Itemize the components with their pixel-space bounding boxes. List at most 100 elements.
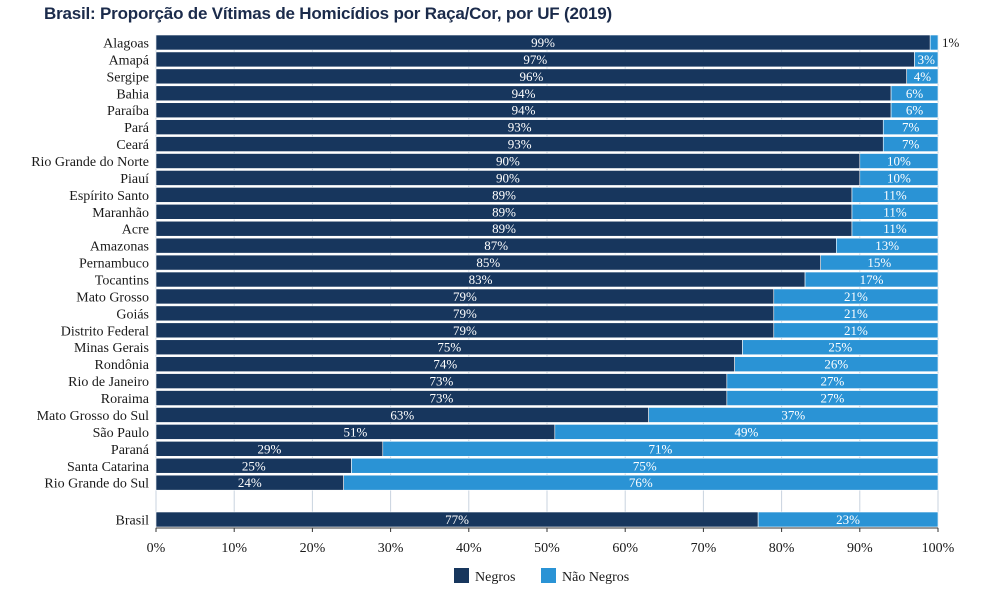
category-label: Paraíba — [107, 104, 150, 119]
category-label: Goiás — [116, 307, 149, 322]
bar-nao-negros — [734, 356, 939, 372]
bar-nao-negros — [382, 441, 939, 457]
data-label-nao-negros: 7% — [902, 120, 920, 135]
data-label-nao-negros: 13% — [875, 238, 899, 253]
legend-swatch-negros — [454, 568, 469, 583]
x-tick-label: 60% — [612, 541, 638, 556]
data-label-negros: 77% — [445, 512, 469, 527]
x-tick-label: 80% — [769, 541, 795, 556]
category-label: Amapá — [109, 53, 150, 68]
category-label: Sergipe — [106, 70, 149, 85]
data-label-negros: 97% — [523, 52, 547, 67]
data-label-nao-negros: 27% — [821, 391, 845, 406]
category-label: Maranhão — [92, 206, 149, 221]
category-label: Mato Grosso do Sul — [37, 409, 150, 424]
data-label-nao-negros: 17% — [860, 272, 884, 287]
data-label-nao-negros: 37% — [781, 407, 805, 422]
data-label-negros: 79% — [453, 306, 477, 321]
x-tick-label: 50% — [534, 541, 560, 556]
x-tick-label: 70% — [691, 541, 717, 556]
bar-nao-negros — [906, 68, 939, 85]
bar-nao-negros — [554, 424, 939, 440]
bar-nao-negros — [804, 271, 939, 288]
bar-nao-negros — [836, 237, 939, 254]
bar-nao-negros — [851, 204, 939, 220]
data-label-negros: 83% — [469, 272, 493, 287]
data-label-nao-negros: 26% — [824, 357, 848, 372]
bar-nao-negros — [914, 51, 939, 68]
legend-label-negros: Negros — [475, 570, 515, 585]
category-label: Ceará — [116, 138, 149, 153]
bar-nao-negros — [929, 34, 939, 51]
data-label-negros: 87% — [484, 238, 508, 253]
data-label-nao-negros: 75% — [633, 458, 657, 473]
x-tick-label: 40% — [456, 541, 482, 556]
data-label-negros: 90% — [496, 154, 520, 169]
category-label: Piauí — [120, 172, 149, 187]
data-label-negros: 93% — [508, 137, 532, 152]
bar-nao-negros — [890, 85, 939, 102]
data-label-nao-negros: 11% — [883, 187, 907, 202]
category-label: Tocantins — [95, 274, 149, 289]
category-label: Distrito Federal — [61, 324, 149, 339]
category-label: Santa Catarina — [67, 460, 150, 475]
data-label-nao-negros: 7% — [902, 137, 920, 152]
bar-nao-negros — [351, 457, 939, 474]
category-label: Rio de Janeiro — [68, 375, 149, 390]
data-label-negros: 89% — [492, 204, 516, 219]
data-label-negros: 29% — [257, 441, 281, 456]
data-label-nao-negros: 76% — [629, 475, 653, 490]
data-label-nao-negros: 10% — [887, 154, 911, 169]
data-label-nao-negros: 21% — [844, 306, 868, 321]
data-label-nao-negros: 6% — [906, 86, 924, 101]
data-label-negros: 51% — [343, 424, 367, 439]
bar-nao-negros — [859, 170, 939, 186]
data-label-negros: 79% — [453, 323, 477, 338]
bar-nao-negros — [757, 511, 939, 528]
data-label-negros: 25% — [242, 458, 266, 473]
data-label-negros: 79% — [453, 289, 477, 304]
data-label-negros: 74% — [433, 357, 457, 372]
legend-label-nao-negros: Não Negros — [562, 570, 629, 585]
data-label-nao-negros: 27% — [821, 374, 845, 389]
bar-nao-negros — [820, 254, 939, 271]
bar-nao-negros — [851, 220, 939, 237]
data-label-nao-negros: 11% — [883, 204, 907, 219]
category-label: Alagoas — [103, 37, 149, 52]
category-label: Espírito Santo — [69, 189, 149, 204]
x-tick-label: 0% — [147, 541, 166, 556]
bar-nao-negros — [773, 322, 939, 339]
data-label-negros: 96% — [519, 69, 543, 84]
data-label-negros: 94% — [512, 86, 536, 101]
data-label-negros: 90% — [496, 170, 520, 185]
bar-nao-negros — [773, 288, 939, 305]
data-label-negros: 99% — [531, 35, 555, 50]
data-label-negros: 85% — [476, 255, 500, 270]
bar-nao-negros — [648, 407, 939, 423]
x-tick-label: 100% — [922, 541, 955, 556]
bar-nao-negros — [726, 373, 939, 389]
x-tick-label: 90% — [847, 541, 873, 556]
legend-swatch-nao-negros — [541, 568, 556, 583]
data-label-nao-negros: 11% — [883, 221, 907, 236]
category-label: São Paulo — [93, 426, 149, 441]
x-tick-label: 10% — [221, 541, 247, 556]
chart-title: Brasil: Proporção de Vítimas de Homicídi… — [44, 4, 612, 23]
category-label-total: Brasil — [116, 514, 150, 529]
bar-nao-negros — [882, 119, 939, 135]
data-label-negros: 73% — [430, 391, 454, 406]
data-label-nao-negros: 1% — [942, 35, 960, 50]
bar-nao-negros — [890, 102, 939, 119]
data-label-negros: 24% — [238, 475, 262, 490]
bar-nao-negros — [742, 339, 939, 356]
data-label-nao-negros: 21% — [844, 289, 868, 304]
bar-nao-negros — [343, 474, 939, 491]
category-label: Amazonas — [90, 240, 149, 255]
data-label-nao-negros: 4% — [914, 69, 932, 84]
bar-nao-negros — [773, 305, 939, 322]
data-label-nao-negros: 25% — [828, 340, 852, 355]
data-label-nao-negros: 3% — [918, 52, 936, 67]
data-label-nao-negros: 49% — [734, 424, 758, 439]
category-label: Pernambuco — [79, 257, 149, 272]
